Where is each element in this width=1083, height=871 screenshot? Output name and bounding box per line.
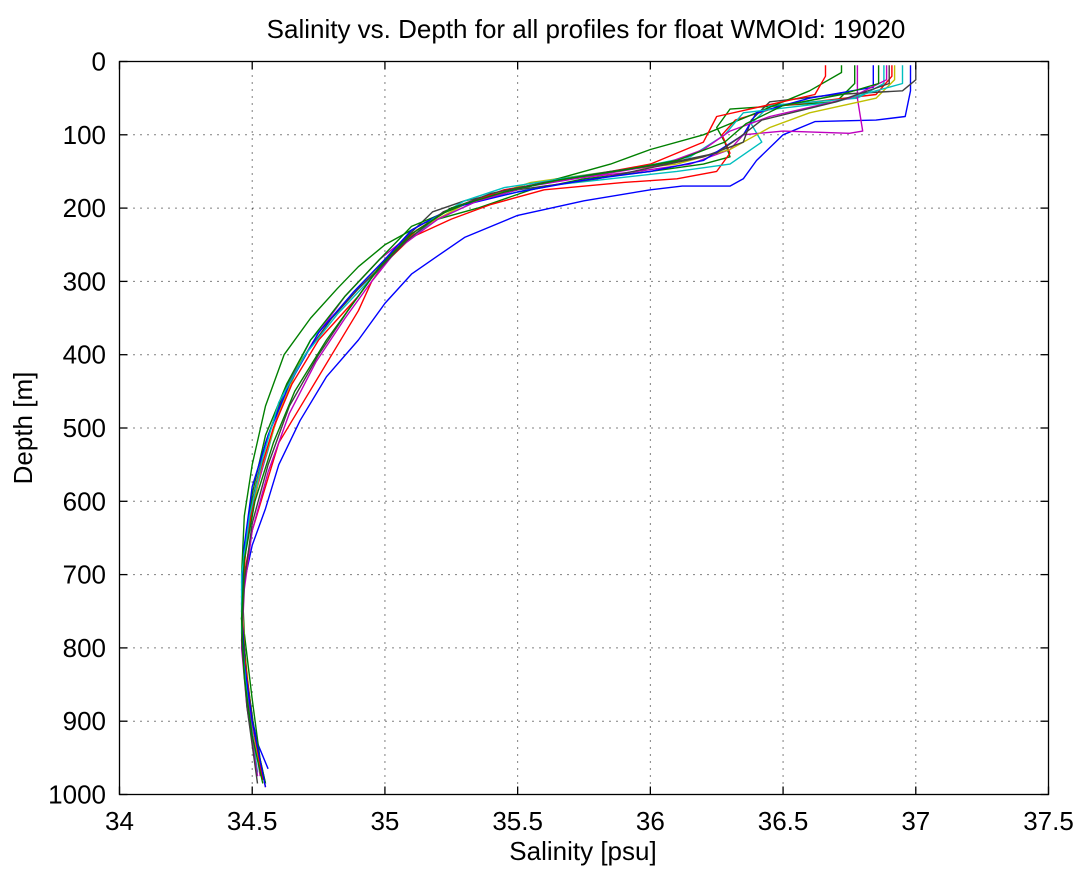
y-tick-label: 1000 — [48, 780, 106, 810]
x-tick-label: 34 — [105, 806, 134, 836]
y-tick-label: 900 — [63, 706, 106, 736]
chart-title: Salinity vs. Depth for all profiles for … — [267, 14, 906, 44]
x-tick-label: 35.5 — [492, 806, 543, 836]
x-tick-label: 36.5 — [758, 806, 809, 836]
profile-line-14 — [240, 65, 880, 784]
profile-lines — [240, 65, 917, 788]
x-tick-label: 34.5 — [227, 806, 278, 836]
y-tick-label: 100 — [63, 120, 106, 150]
y-tick-label: 500 — [63, 413, 106, 443]
y-axis-label: Depth [m] — [8, 372, 38, 485]
y-tick-label: 400 — [63, 340, 106, 370]
x-tick-labels: 34 34.5 35 35.5 36 36.5 37 37.5 — [105, 806, 1074, 836]
profile-line-12 — [240, 65, 888, 777]
x-axis-label: Salinity [psu] — [509, 836, 656, 866]
y-tick-label: 200 — [63, 193, 106, 223]
x-tick-label: 36 — [636, 806, 665, 836]
y-tick-label: 300 — [63, 266, 106, 296]
y-tick-label: 800 — [63, 633, 106, 663]
y-tick-labels: 0 100 200 300 400 500 600 700 800 900 1000 — [48, 47, 106, 810]
x-tick-label: 35 — [370, 806, 399, 836]
y-tick-label: 0 — [92, 47, 106, 77]
y-tick-label: 600 — [63, 486, 106, 516]
x-tick-label: 37.5 — [1023, 806, 1074, 836]
x-tick-label: 37 — [901, 806, 930, 836]
axis-ticks — [118, 60, 1050, 796]
y-tick-label: 700 — [63, 560, 106, 590]
profile-line-13 — [240, 65, 890, 784]
